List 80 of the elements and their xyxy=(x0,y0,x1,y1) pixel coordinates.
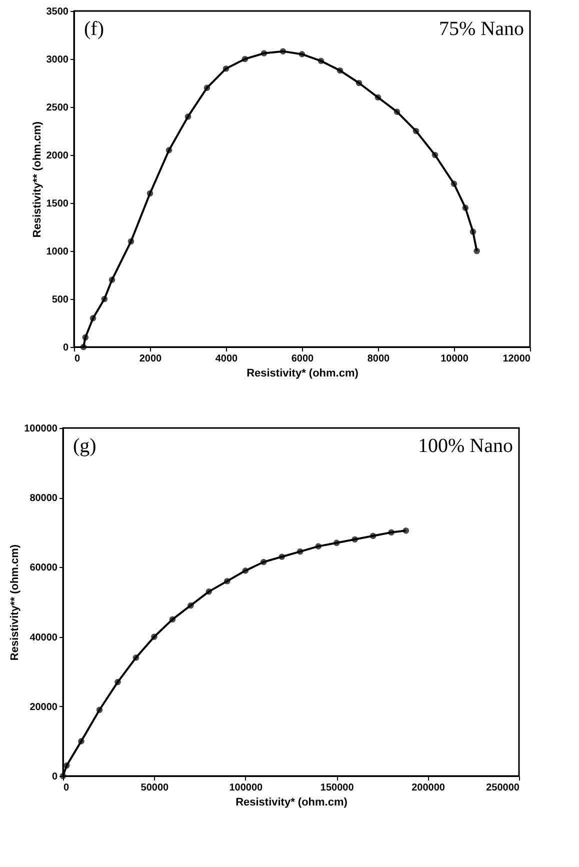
y-tick-label: 1500 xyxy=(46,198,69,210)
point xyxy=(90,315,96,322)
y-tick-label: 80000 xyxy=(30,493,58,504)
point xyxy=(114,678,121,686)
y-axis-title: Resistivity** (ohm.cm) xyxy=(9,544,22,661)
x-tick-label: 250000 xyxy=(486,782,520,794)
point xyxy=(260,50,268,56)
point xyxy=(151,634,158,640)
point xyxy=(296,548,304,555)
point xyxy=(184,113,192,120)
y-tick-label: 60000 xyxy=(30,562,58,574)
point xyxy=(101,296,108,302)
point xyxy=(82,334,89,341)
point xyxy=(108,276,116,283)
x-tick-label: 8000 xyxy=(367,354,390,364)
point xyxy=(169,616,176,623)
x-tick-label: 4000 xyxy=(215,354,238,364)
point xyxy=(374,94,382,101)
x-tick-label: 12000 xyxy=(502,354,531,364)
point xyxy=(280,48,286,54)
point xyxy=(474,248,480,254)
point xyxy=(370,532,376,540)
y-tick-label: 3500 xyxy=(46,6,69,18)
point xyxy=(315,543,322,550)
y-tick-label: 100000 xyxy=(24,424,58,434)
point xyxy=(333,540,340,546)
point xyxy=(388,529,394,536)
x-tick-label: 10000 xyxy=(440,354,469,364)
x-tick-label: 150000 xyxy=(320,782,354,794)
x-tick-label: 2000 xyxy=(139,354,162,364)
point xyxy=(80,344,87,350)
x-tick-label: 50000 xyxy=(140,782,170,794)
point xyxy=(206,588,212,595)
point xyxy=(222,65,230,72)
point xyxy=(336,67,344,74)
point xyxy=(298,51,306,58)
point xyxy=(224,578,230,584)
y-tick-label: 3000 xyxy=(46,54,69,66)
point xyxy=(146,190,154,197)
point xyxy=(394,108,400,115)
x-axis-title: Resistivity* (ohm.cm) xyxy=(236,796,348,808)
point xyxy=(432,152,438,158)
point xyxy=(128,238,134,245)
y-tick-label: 0 xyxy=(52,772,58,782)
point xyxy=(78,738,84,744)
y-tick-label: 500 xyxy=(52,294,69,306)
point xyxy=(260,558,267,566)
x-tick-label: 200000 xyxy=(412,782,446,794)
y-tick-label: 1000 xyxy=(46,246,69,258)
point xyxy=(242,56,248,62)
point xyxy=(96,706,103,714)
point xyxy=(132,654,140,661)
y-tick-label: 2500 xyxy=(46,102,69,114)
x-tick-label: 100000 xyxy=(229,782,264,794)
x-tick-label: 6000 xyxy=(291,354,314,364)
point xyxy=(278,554,286,560)
y-tick-label: 20000 xyxy=(30,702,58,713)
point xyxy=(450,180,458,187)
y-axis-title: Resistivity** (ohm.cm) xyxy=(31,121,44,238)
point xyxy=(462,204,469,211)
annotation: (f) xyxy=(84,18,104,40)
y-tick-label: 2000 xyxy=(46,150,69,162)
point xyxy=(412,128,420,134)
point xyxy=(166,147,172,154)
point xyxy=(356,80,362,86)
point xyxy=(352,536,358,543)
x-tick-label: 0 xyxy=(74,354,80,364)
point xyxy=(188,602,194,609)
point xyxy=(63,762,70,769)
point xyxy=(242,568,249,574)
point xyxy=(318,58,324,64)
y-tick-label: 40000 xyxy=(30,632,58,644)
point xyxy=(204,84,210,91)
x-axis-title: Resistivity* (ohm.cm) xyxy=(246,368,359,380)
y-tick-label: 0 xyxy=(62,342,69,354)
point xyxy=(470,228,476,235)
annotation: (g) xyxy=(73,435,96,457)
annotation: 75% Nano xyxy=(439,18,524,40)
annotation: 100% Nano xyxy=(418,435,513,457)
point xyxy=(402,528,410,534)
